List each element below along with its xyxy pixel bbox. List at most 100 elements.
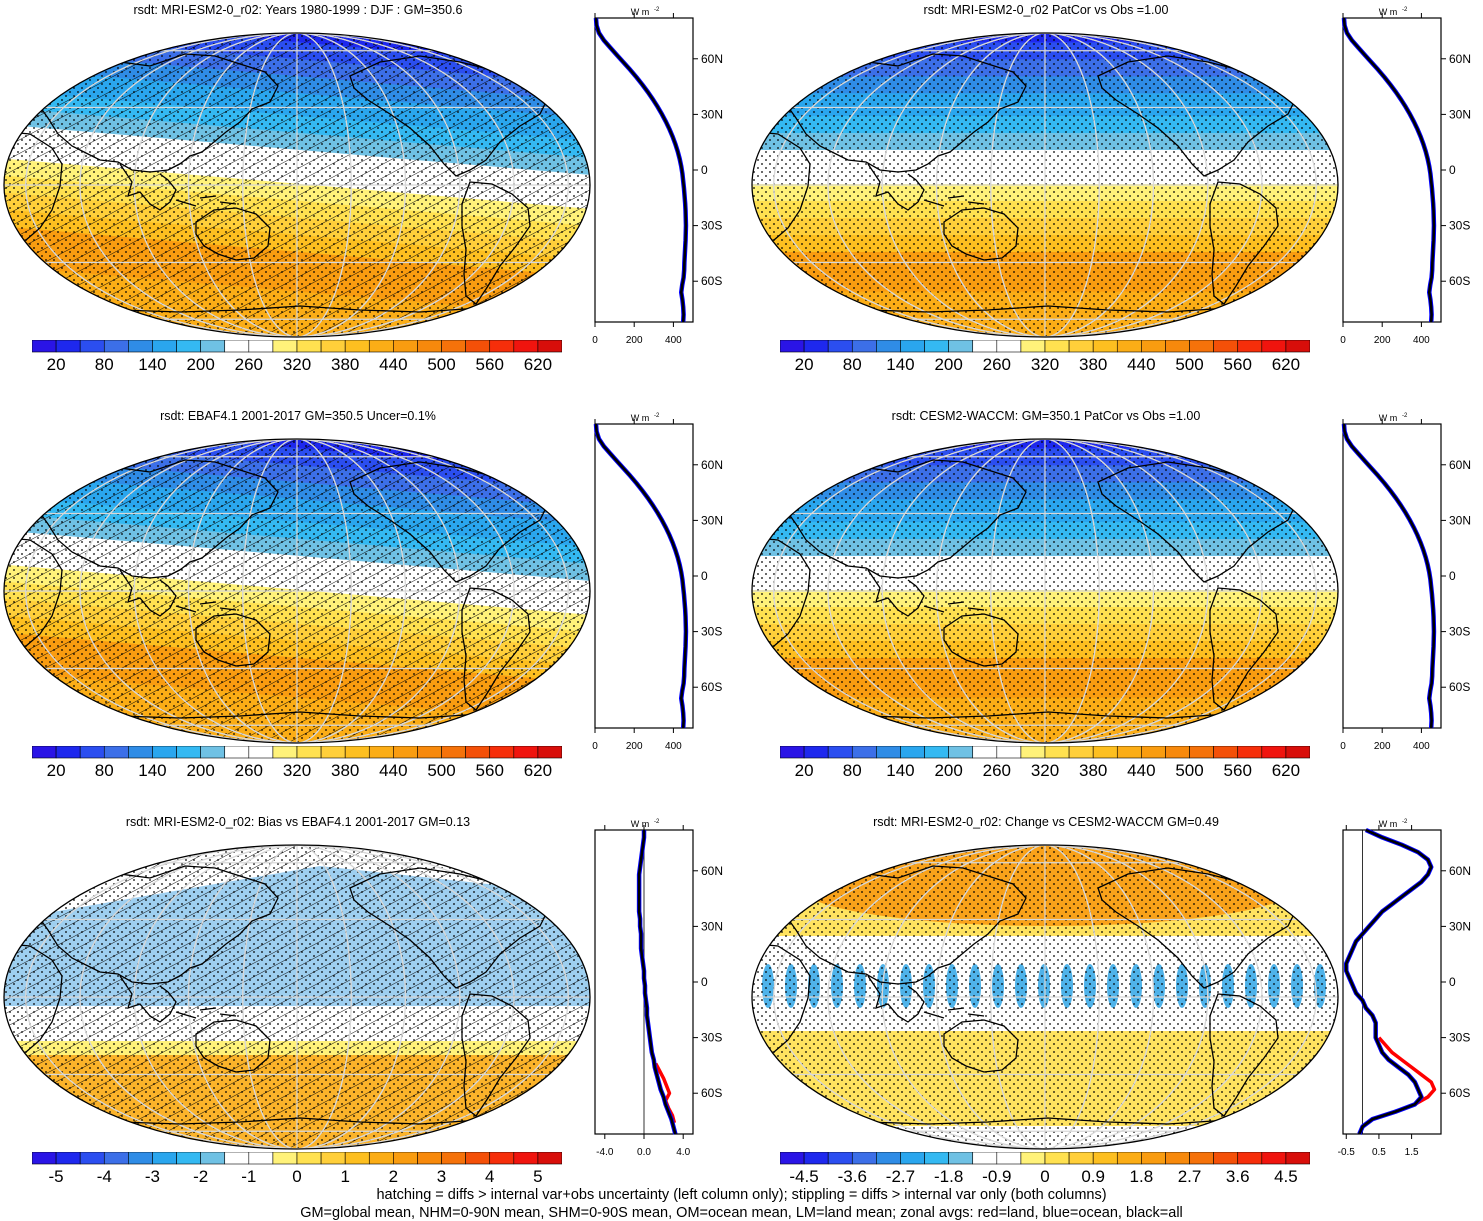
colorbar-swatch <box>248 1152 274 1165</box>
colorbar-tick-label: 80 <box>94 355 114 374</box>
colorbar-swatch <box>1141 1152 1166 1165</box>
zonal-line-land <box>1377 1036 1437 1114</box>
zonal-line-ocean <box>593 17 689 323</box>
colorbar-swatch <box>851 1152 877 1165</box>
colorbar-tick-label: 320 <box>282 355 312 374</box>
colorbar-labels: -4.5 -3.6 -2.7 -1.8 -0.9 0 0.9 1.8 2.7 3.6 4.5 <box>780 1167 1310 1189</box>
colorbar-labels: 20 80 140 200 260 320 380 440 500 560 620 <box>780 355 1310 377</box>
zonal-line-ocean <box>1341 17 1437 323</box>
zonal-mean-plot: W m -2 -0.5 0.5 1.5 60N 30N 0 30S 60S <box>1338 819 1471 1158</box>
map-robinson <box>751 844 1339 1150</box>
zonal-line-all <box>594 17 688 323</box>
x-tick-label: 0.5 <box>1372 1147 1386 1158</box>
colorbar-swatch <box>79 340 105 353</box>
colorbar-swatch <box>876 340 901 353</box>
colorbar-swatch <box>827 1152 853 1165</box>
unit-exponent: -2 <box>654 413 660 419</box>
unit-exponent: -2 <box>1402 819 1408 825</box>
colorbar-swatch <box>948 340 974 353</box>
colorbar-swatch <box>368 340 394 353</box>
unit-label: W m <box>1379 819 1398 829</box>
map-robinson <box>3 32 591 338</box>
x-tick-label: 200 <box>1374 741 1391 752</box>
colorbar-swatch <box>996 746 1022 759</box>
colorbar-swatch <box>780 1152 805 1165</box>
colorbar-swatch <box>972 340 998 353</box>
colorbar-tick-label: -1 <box>241 1167 257 1186</box>
colorbar-swatch <box>32 340 57 353</box>
colorbar-swatch <box>393 746 418 759</box>
colorbar-tick-label: 260 <box>982 355 1011 374</box>
colorbar-swatch <box>441 746 466 759</box>
colorbar-tick-label: 200 <box>186 355 215 374</box>
zonal-line-all <box>637 830 677 1135</box>
x-tick-label: -4.0 <box>596 1147 614 1158</box>
unit-exponent: -2 <box>654 7 660 13</box>
colorbar-swatch <box>803 746 829 759</box>
lat-tick-label: 0 <box>1449 163 1456 177</box>
zonal-line-ocean <box>1341 423 1437 729</box>
unit-label: W m <box>631 7 650 17</box>
colorbar-tick-label: 620 <box>523 355 553 374</box>
x-tick-label: 0 <box>592 335 598 346</box>
colorbar-swatch <box>296 1152 322 1165</box>
lat-tick-label: 0 <box>701 163 708 177</box>
unit-label: W m <box>1379 413 1398 423</box>
colorbar-swatch <box>248 340 274 353</box>
unit-exponent: -2 <box>654 819 660 825</box>
colorbar-labels: 20 80 140 200 260 320 380 440 500 560 620 <box>32 761 562 783</box>
lat-tick-label: 30S <box>701 1031 722 1045</box>
colorbar-swatch <box>32 1152 57 1165</box>
colorbar-tick-label: 260 <box>234 355 263 374</box>
colorbar-swatch <box>128 340 153 353</box>
colorbar-swatch <box>465 340 491 353</box>
colorbar-swatch <box>176 746 201 759</box>
colorbar-swatch <box>900 340 925 353</box>
lat-tick-label: 60S <box>701 274 722 288</box>
lat-tick-label: 30S <box>1449 219 1470 233</box>
colorbar-swatch <box>1237 340 1263 353</box>
colorbar <box>780 746 1310 759</box>
colorbar-swatch <box>972 1152 998 1165</box>
colorbar <box>32 746 562 759</box>
lat-tick-label: 60N <box>1449 864 1471 878</box>
colorbar-swatch <box>1141 746 1166 759</box>
colorbar-swatch <box>1020 340 1046 353</box>
colorbar-swatch <box>996 1152 1022 1165</box>
colorbar-swatch <box>948 1152 974 1165</box>
panel-2: rsdt: MRI-ESM2-0_r02 PatCor vs Obs =1.00… <box>748 0 1483 390</box>
colorbar-swatch <box>1237 1152 1263 1165</box>
lat-tick-label: 30N <box>701 513 723 527</box>
colorbar-swatch <box>1285 1152 1310 1165</box>
colorbar-swatch <box>489 340 515 353</box>
colorbar-tick-label: 560 <box>1223 355 1252 374</box>
footer-note-2: GM=global mean, NHM=0-90N mean, SHM=0-90… <box>300 1205 1183 1221</box>
lat-tick-label: 60S <box>1449 1086 1470 1100</box>
colorbar-tick-label: -4.5 <box>789 1167 819 1186</box>
colorbar-swatch <box>368 746 394 759</box>
colorbar-swatch <box>1044 340 1070 353</box>
colorbar-swatch <box>1261 1152 1287 1165</box>
colorbar <box>780 1152 1310 1165</box>
colorbar-swatch <box>1165 1152 1190 1165</box>
lat-tick-label: 60N <box>701 864 723 878</box>
colorbar-swatch <box>79 1152 105 1165</box>
colorbar-tick-label: 440 <box>1127 761 1156 780</box>
zonal-line-ocean <box>593 423 689 729</box>
colorbar-swatch <box>32 746 57 759</box>
x-tick-label: 0.0 <box>637 1147 651 1158</box>
colorbar-tick-label: 2 <box>388 1167 399 1186</box>
map-robinson <box>751 438 1339 744</box>
map-robinson <box>751 32 1339 338</box>
colorbar-tick-label: -4 <box>96 1167 112 1186</box>
x-tick-label: 0 <box>592 741 598 752</box>
lat-tick-label: 0 <box>1449 569 1456 583</box>
zonal-mean-plot: W m -2 0 200 400 60N 30N 0 30S 60S <box>592 413 723 752</box>
colorbar-swatch <box>79 746 105 759</box>
colorbar-swatch <box>393 1152 418 1165</box>
colorbar-swatch <box>1285 746 1310 759</box>
lat-tick-label: 60S <box>1449 680 1470 694</box>
colorbar-swatch <box>1092 746 1118 759</box>
colorbar-tick-label: 140 <box>138 355 167 374</box>
lat-tick-label: 60S <box>701 680 722 694</box>
